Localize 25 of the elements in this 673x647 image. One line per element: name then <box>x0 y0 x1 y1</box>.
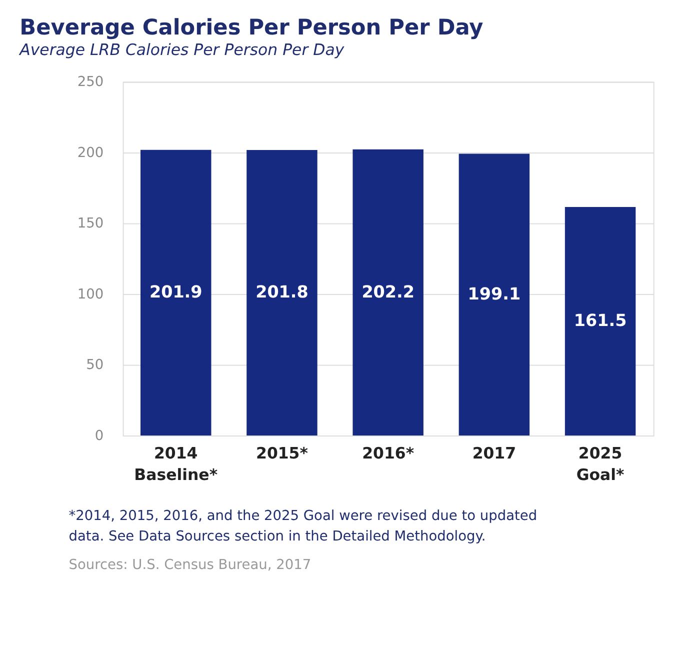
x-tick-label: 2015* <box>256 444 308 463</box>
bar <box>246 150 318 436</box>
y-tick-label: 50 <box>86 357 104 374</box>
y-tick-label: 200 <box>77 144 104 161</box>
bar <box>458 154 530 436</box>
chart-subtitle: Average LRB Calories Per Person Per Day <box>18 40 345 60</box>
y-tick-label: 0 <box>94 428 104 444</box>
data-label: 161.5 <box>574 310 627 330</box>
y-tick-label: 250 <box>77 74 104 90</box>
bar <box>564 206 636 436</box>
x-tick-label: 2014 Baseline* <box>134 444 218 484</box>
x-tick-label: 2016* <box>362 444 414 463</box>
bar <box>352 149 424 436</box>
data-label: 201.8 <box>256 282 308 302</box>
x-tick-label: 2017 <box>472 444 516 463</box>
y-tick-label: 150 <box>77 216 104 232</box>
x-tick-label: 2025 Goal* <box>576 444 624 484</box>
data-label: 199.1 <box>468 284 521 304</box>
data-label: 202.2 <box>362 281 414 302</box>
text: *2014, 2015, 2016, and the 2025 Goal were revised due to updated data. See Data Sources section in the Detailed Methodology. <box>68 508 538 545</box>
bar <box>140 150 212 436</box>
source-note: Sources: U.S. Census Bureau, 2017 <box>68 557 312 574</box>
y-tick-label: 100 <box>77 286 104 302</box>
chart-title: Beverage Calories Per Person Per Day <box>20 16 484 41</box>
data-label: 201.9 <box>149 282 202 302</box>
